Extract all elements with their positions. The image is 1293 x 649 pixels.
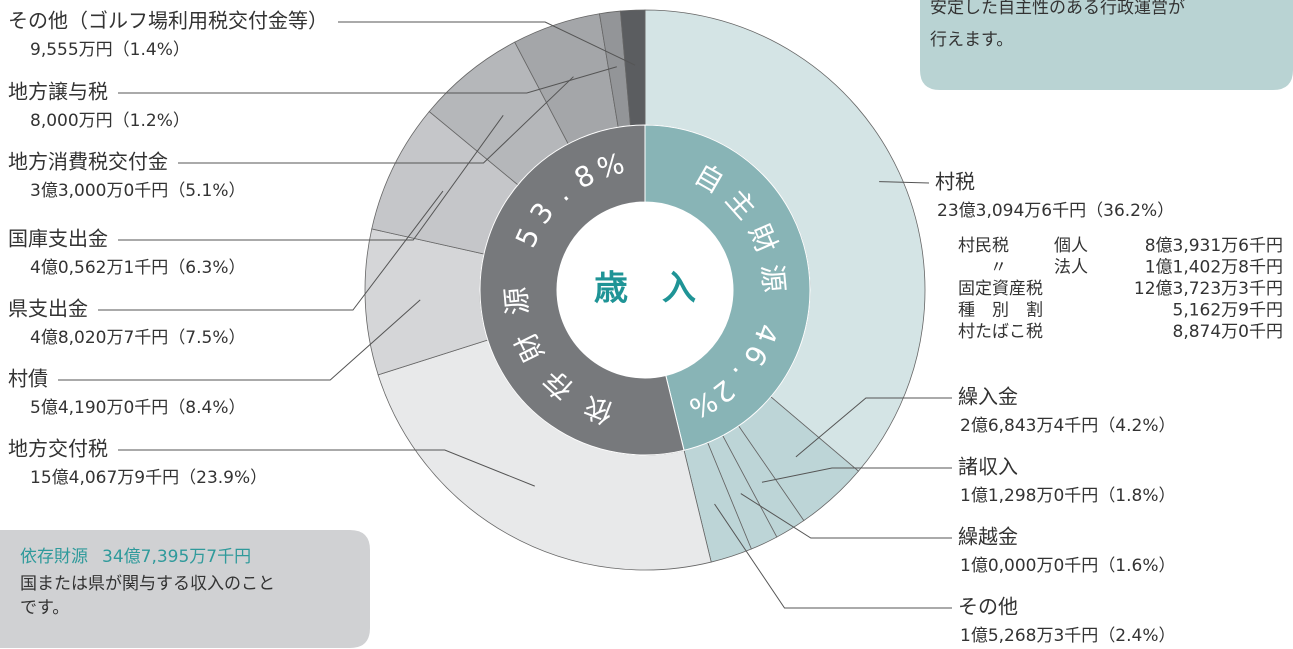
leader-line bbox=[338, 21, 636, 66]
center-hole bbox=[557, 202, 733, 378]
breakdown-name: 固定資産税 bbox=[958, 279, 1043, 299]
percent-label: （5.1%） bbox=[168, 181, 245, 201]
amount-label: 9,555万円（1.4%） bbox=[30, 40, 190, 60]
leader-line bbox=[879, 181, 930, 184]
breakdown-amount: 1億1,402万8千円 bbox=[1145, 258, 1283, 278]
amount-text: 5億4,190万0千円 bbox=[30, 398, 168, 418]
category-label: 地方消費税交付金 bbox=[8, 150, 168, 174]
leader-line bbox=[118, 66, 617, 94]
amount-text: 23億3,094万6千円 bbox=[937, 201, 1086, 221]
amount-label: 8,000万円（1.2%） bbox=[30, 111, 190, 131]
inner-segment bbox=[644, 124, 811, 451]
amount-label: 4億0,562万1千円（6.3%） bbox=[30, 258, 246, 278]
ring-char: 源 bbox=[755, 263, 790, 294]
category-label: その他（ゴルフ場利用税交付金等） bbox=[8, 9, 328, 33]
category-label: 地方譲与税 bbox=[8, 80, 108, 104]
percent-label: （6.3%） bbox=[168, 258, 245, 278]
leader-line bbox=[714, 503, 952, 609]
category-label: その他 bbox=[958, 595, 1018, 619]
amount-label: 5億4,190万0千円（8.4%） bbox=[30, 398, 246, 418]
leader-line bbox=[761, 467, 952, 483]
bottom-note-title-text: 依存財源 bbox=[20, 547, 88, 567]
breakdown-sub: 法人 bbox=[1054, 258, 1088, 278]
percent-label: （1.8%） bbox=[1098, 486, 1175, 506]
top-note-box bbox=[920, 0, 1293, 90]
leader-line bbox=[740, 493, 952, 539]
breakdown-name: 村民税 bbox=[958, 236, 1009, 256]
amount-text: 8,000万円 bbox=[30, 111, 113, 131]
amount-label: 23億3,094万6千円（36.2%） bbox=[937, 201, 1174, 221]
leader-line bbox=[98, 190, 444, 311]
breakdown-name: 種 別 割 bbox=[958, 301, 1043, 321]
breakdown-amount: 12億3,723万3千円 bbox=[1134, 279, 1283, 299]
category-label: 村税 bbox=[935, 170, 975, 194]
amount-label: 1億0,000万0千円（1.6%） bbox=[960, 556, 1176, 576]
amount-label: 1億5,268万3千円（2.4%） bbox=[960, 626, 1176, 646]
percent-label: （23.9%） bbox=[179, 468, 267, 488]
leader-line bbox=[118, 114, 504, 241]
amount-text: 4億0,562万1千円 bbox=[30, 258, 168, 278]
ring-char: 源 bbox=[499, 286, 534, 317]
percent-label: （4.2%） bbox=[1098, 416, 1175, 436]
leader-line bbox=[795, 397, 952, 458]
amount-text: 9,555万円 bbox=[30, 40, 113, 60]
amount-label: 2億6,843万4千円（4.2%） bbox=[960, 416, 1176, 436]
percent-label: （1.2%） bbox=[113, 111, 190, 131]
amount-label: 1億1,298万0千円（1.8%） bbox=[960, 486, 1176, 506]
amount-text: 1億5,268万3千円 bbox=[960, 626, 1098, 646]
amount-label: 3億3,000万0千円（5.1%） bbox=[30, 181, 246, 201]
percent-label: （2.4%） bbox=[1098, 626, 1175, 646]
amount-text: 15億4,067万9千円 bbox=[30, 468, 179, 488]
top-note-line: 行えます。 bbox=[930, 30, 1013, 50]
leader-line bbox=[118, 449, 535, 487]
center-label: 歳 入 bbox=[594, 269, 696, 309]
breakdown-name: 村たばこ税 bbox=[958, 322, 1043, 342]
amount-text: 4億8,020万7千円 bbox=[30, 328, 168, 348]
category-label: 繰越金 bbox=[958, 525, 1018, 549]
breakdown-name: 〃 bbox=[990, 258, 1007, 278]
bottom-note-line: です。 bbox=[20, 598, 69, 618]
category-label: 諸収入 bbox=[958, 455, 1018, 479]
bottom-note-box bbox=[0, 530, 370, 648]
percent-label: （1.6%） bbox=[1098, 556, 1175, 576]
leader-line bbox=[178, 76, 574, 164]
amount-text: 1億0,000万0千円 bbox=[960, 556, 1098, 576]
category-label: 地方交付税 bbox=[8, 437, 108, 461]
percent-label: （8.4%） bbox=[168, 398, 245, 418]
percent-label: （36.2%） bbox=[1086, 201, 1174, 221]
amount-text: 1億1,298万0千円 bbox=[960, 486, 1098, 506]
breakdown-amount: 8,874万0千円 bbox=[1173, 322, 1283, 342]
amount-text: 2億6,843万4千円 bbox=[960, 416, 1098, 436]
amount-label: 4億8,020万7千円（7.5%） bbox=[30, 328, 246, 348]
category-label: 繰入金 bbox=[958, 385, 1018, 409]
percent-label: （1.4%） bbox=[113, 40, 190, 60]
category-label: 国庫支出金 bbox=[8, 227, 108, 251]
breakdown-sub: 個人 bbox=[1054, 236, 1088, 256]
category-label: 村債 bbox=[8, 367, 48, 391]
amount-text: 3億3,000万0千円 bbox=[30, 181, 168, 201]
breakdown-amount: 8億3,931万6千円 bbox=[1145, 236, 1283, 256]
top-note-line: 安定した自主性のある行政運営が bbox=[930, 0, 1185, 18]
percent-label: （7.5%） bbox=[168, 328, 245, 348]
leader-line bbox=[58, 299, 421, 381]
breakdown-amount: 5,162万9千円 bbox=[1173, 301, 1283, 321]
bottom-note-amount: 34億7,395万7千円 bbox=[102, 547, 251, 567]
category-label: 県支出金 bbox=[8, 297, 88, 321]
bottom-note-title: 依存財源 34億7,395万7千円 bbox=[20, 547, 251, 567]
amount-label: 15億4,067万9千円（23.9%） bbox=[30, 468, 267, 488]
bottom-note-line: 国または県が関与する収入のこと bbox=[20, 574, 275, 594]
